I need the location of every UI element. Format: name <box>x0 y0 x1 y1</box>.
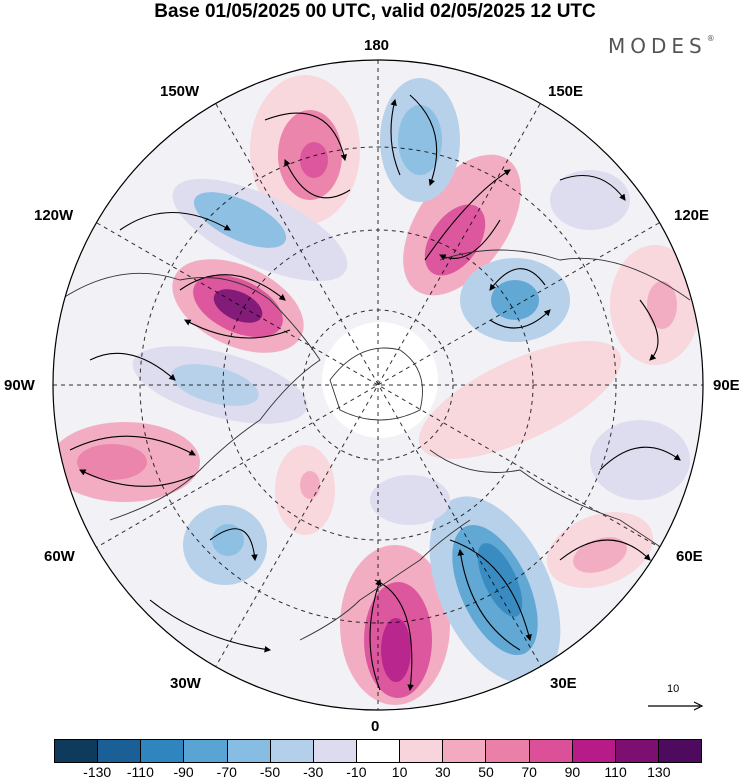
colorbar-tick-label: -30 <box>303 764 324 780</box>
colorbar-ticks: -130 -110 -90 -70 -50 -30 -10 10 30 50 70 90 110 130 <box>0 764 750 782</box>
arrow-right-icon <box>648 701 704 711</box>
colorbar-tick-label: 30 <box>435 764 451 780</box>
lon-label-60w: 60W <box>44 548 75 565</box>
colorbar-tick-label: -10 <box>346 764 367 780</box>
lon-label-0: 0 <box>371 718 380 735</box>
lon-label-60e: 60E <box>676 548 703 565</box>
lon-label-30e: 30E <box>550 675 577 692</box>
colorbar-bin <box>227 740 271 762</box>
colorbar-bin <box>486 740 530 762</box>
colorbar-tick-label: 70 <box>521 764 537 780</box>
lon-label-120w: 120W <box>34 207 74 224</box>
colorbar-bin <box>400 740 444 762</box>
colorbar-tick-label: 130 <box>647 764 671 780</box>
coastlines <box>59 249 691 641</box>
lon-label-150w: 150W <box>160 83 200 100</box>
brand-logo: MODES® <box>608 34 715 58</box>
map-title: Base 01/05/2025 00 UTC, valid 02/05/2025… <box>154 1 596 22</box>
anomaly-field <box>53 60 703 710</box>
colorbar-bin <box>270 740 314 762</box>
lon-label-120e: 120E <box>674 207 710 224</box>
colorbar-tick-label: -110 <box>126 764 154 780</box>
colorbar-bin <box>98 740 142 762</box>
colorbar-tick-label: -70 <box>216 764 237 780</box>
colorbar-tick-label: 90 <box>564 764 581 780</box>
lon-label-150e: 150E <box>548 83 584 100</box>
graticule <box>53 60 703 710</box>
colorbar-tick-label: -90 <box>173 764 194 780</box>
colorbar-bin <box>184 740 228 762</box>
map-boundary <box>52 59 704 711</box>
colorbar-bin <box>615 740 659 762</box>
colorbar-bin <box>141 740 185 762</box>
colorbar-tick-label: 50 <box>478 764 494 780</box>
lon-label-90w: 90W <box>4 377 35 394</box>
colorbar-tick-label: 10 <box>391 764 408 780</box>
colorbar-bin <box>572 740 616 762</box>
colorbar-bin <box>658 740 702 762</box>
colorbar-bin <box>313 740 357 762</box>
colorbar-bin <box>529 740 573 762</box>
colorbar-bin <box>55 740 99 762</box>
colorbar-tick-label: -130 <box>83 764 112 780</box>
wind-streamlines <box>69 94 681 692</box>
lon-label-180: 180 <box>364 37 390 54</box>
colorbar-bin <box>356 740 401 762</box>
lon-label-30w: 30W <box>170 675 201 692</box>
colorbar <box>54 739 702 763</box>
vector-reference-label: 10 <box>667 683 680 695</box>
lon-label-90e: 90E <box>713 377 740 394</box>
colorbar-bin <box>443 740 487 762</box>
colorbar-tick-label: 110 <box>604 764 627 780</box>
colorbar-tick-label: -50 <box>259 764 281 780</box>
